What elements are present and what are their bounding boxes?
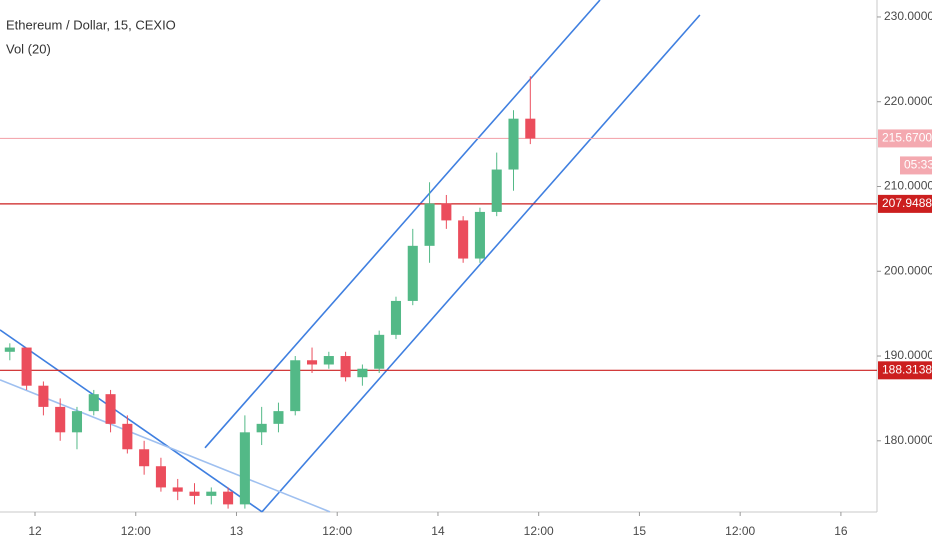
candle-body: [122, 423, 133, 450]
candle-body: [474, 211, 485, 259]
candle-body: [55, 406, 66, 433]
candle-body: [223, 491, 234, 505]
candle-body: [306, 360, 318, 365]
candle-body: [508, 118, 519, 170]
x-tick-label: 13: [230, 524, 244, 538]
y-tick-label: 190.00000: [884, 348, 932, 362]
y-tick-label: 200.00000: [884, 263, 932, 277]
candle-body: [139, 449, 150, 467]
candle-body: [4, 347, 15, 352]
chart-title: Ethereum / Dollar, 15, CEXIO: [6, 17, 176, 32]
candle-body: [374, 334, 385, 369]
indicator-label: Vol (20): [6, 41, 51, 56]
candle-body: [88, 394, 99, 412]
candle-body: [105, 394, 116, 424]
candle-body: [71, 411, 83, 433]
price-label-box: [878, 129, 932, 148]
x-tick-label: 12:00: [121, 524, 151, 538]
candle-body: [357, 368, 368, 378]
x-tick-label: 12:00: [524, 524, 554, 538]
price-label-box: [878, 194, 932, 213]
candle-body: [38, 385, 49, 407]
trend-line: [204, 0, 601, 449]
price-label: 188.31383: [882, 362, 932, 376]
candle-body: [239, 432, 250, 505]
candle-body: [21, 347, 32, 386]
candle-body: [206, 491, 217, 496]
candle-body: [390, 300, 402, 335]
candle-body: [340, 356, 351, 378]
y-tick-label: 180.00000: [884, 433, 932, 447]
candle-body: [323, 356, 334, 365]
trend-line: [0, 379, 331, 513]
x-tick-label: 12:00: [725, 524, 755, 538]
y-tick-label: 210.00000: [884, 179, 932, 193]
price-label: 207.94882: [882, 196, 932, 210]
x-tick-label: 12:00: [322, 524, 352, 538]
candle-body: [424, 203, 435, 246]
candle-body: [525, 118, 536, 139]
x-tick-label: 12: [28, 524, 42, 538]
candle-body: [189, 491, 200, 496]
candle-body: [458, 220, 469, 259]
candle-body: [290, 360, 301, 412]
price-label-box: [878, 361, 932, 380]
candle-body: [441, 203, 452, 221]
candle-body: [172, 487, 183, 492]
candle-body: [273, 411, 284, 424]
x-tick-label: 16: [834, 524, 848, 538]
candle-body: [407, 245, 418, 301]
trend-line: [0, 329, 263, 513]
y-tick-label: 220.00000: [884, 94, 932, 108]
x-tick-label: 15: [633, 524, 647, 538]
candle-body: [256, 423, 267, 433]
candle-body: [491, 169, 502, 212]
trend-line: [261, 14, 701, 513]
candle-body: [155, 466, 166, 488]
x-tick-label: 14: [431, 524, 445, 538]
countdown-box: [900, 156, 932, 175]
y-tick-label: 230.00000: [884, 9, 932, 23]
countdown-label: 05:33: [904, 158, 932, 172]
